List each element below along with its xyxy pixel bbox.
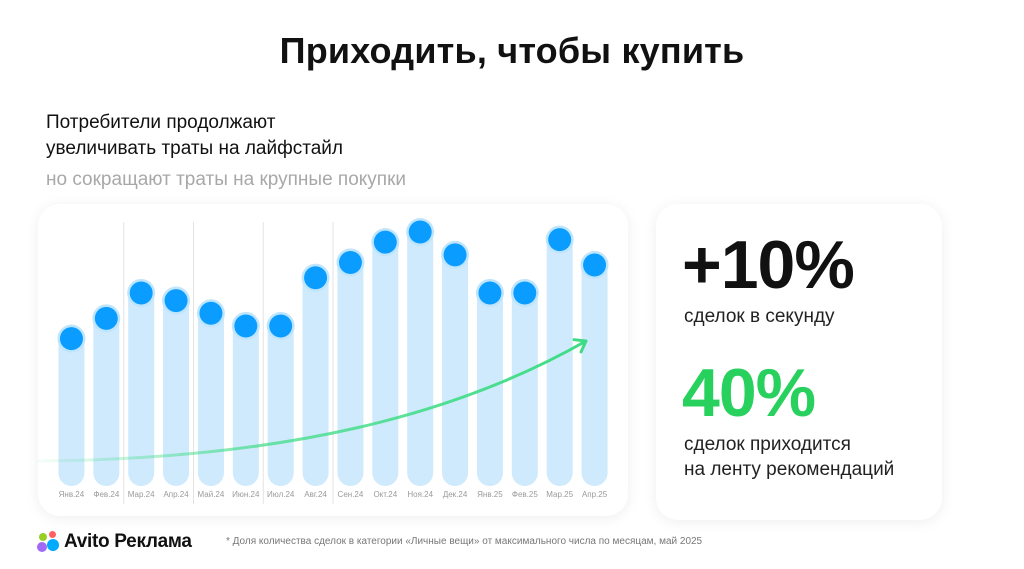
- data-point: [269, 314, 293, 338]
- bar: [163, 286, 190, 486]
- logo-dot: [37, 542, 47, 552]
- subtitle-gray: но сокращают траты на крупные покупки: [46, 169, 407, 190]
- bar: [128, 278, 155, 486]
- feed-share-label-line-2: на ленту рекомендаций: [684, 459, 895, 480]
- x-tick-label: Апр.25: [582, 490, 608, 499]
- bar: [442, 240, 469, 486]
- stats-card: +10% сделок в секунду 40% сделок приходи…: [656, 204, 942, 520]
- deals-per-second-label: сделок в секунду: [684, 306, 835, 327]
- bar: [197, 299, 224, 486]
- bar: [302, 263, 329, 486]
- deals-per-second-value: +10%: [682, 227, 855, 303]
- bar-chart: Янв.24 Фев.24 Мар.24 Апр.24 Май.24 Июн.24 Июл.…: [38, 218, 609, 504]
- trend-arrowhead: [572, 338, 588, 354]
- bar: [581, 251, 608, 486]
- page-title: Приходить, чтобы купить: [279, 30, 745, 71]
- x-tick-label: Фев.25: [512, 490, 538, 499]
- data-point: [408, 220, 432, 244]
- subtitle: Потребители продолжают увеличивать траты…: [46, 110, 566, 162]
- subtitle-line-1: Потребители продолжают: [46, 112, 276, 133]
- x-tick-label: Мар.25: [546, 490, 573, 499]
- data-point: [199, 301, 223, 325]
- logo-dot: [39, 533, 47, 541]
- x-tick-label: Дек.24: [443, 490, 468, 499]
- x-tick-label: Май.24: [198, 490, 225, 499]
- data-point: [129, 281, 153, 305]
- data-point: [548, 228, 572, 252]
- x-tick-label: Янв.25: [477, 490, 503, 499]
- bar: [407, 218, 434, 486]
- data-point: [443, 243, 467, 267]
- x-tick-label: Апр.24: [163, 490, 189, 499]
- data-point: [373, 230, 397, 254]
- data-point: [583, 253, 607, 277]
- data-point: [94, 306, 118, 330]
- data-point: [478, 281, 502, 305]
- logo-dot: [47, 539, 59, 551]
- x-tick-label: Сен.24: [338, 490, 364, 499]
- x-tick-label: Июл.24: [267, 490, 295, 499]
- bar: [58, 324, 85, 486]
- footnote: * Доля количества сделок в категории «Ли…: [226, 536, 703, 547]
- x-tick-label: Окт.24: [373, 490, 397, 499]
- data-point: [59, 327, 83, 351]
- x-tick-label: Ноя.24: [407, 490, 433, 499]
- x-tick-label: Авг.24: [304, 490, 327, 499]
- data-point: [338, 250, 362, 274]
- logo-dot: [49, 531, 56, 538]
- feed-share-label-line-1: сделок приходится: [684, 434, 851, 455]
- bar: [232, 311, 259, 486]
- x-tick-label: Мар.24: [128, 490, 155, 499]
- data-point: [234, 314, 258, 338]
- x-tick-label: Фев.24: [93, 490, 119, 499]
- avito-logo: Avito Реклама: [36, 530, 192, 554]
- bar: [337, 248, 364, 486]
- bar: [476, 278, 503, 486]
- bar: [372, 228, 399, 486]
- feed-share-value: 40%: [682, 355, 816, 431]
- data-point: [513, 281, 537, 305]
- subtitle-line-2: увеличивать траты на лайфстайл: [46, 138, 343, 159]
- bar: [511, 278, 538, 486]
- logo-text: Avito Реклама: [64, 531, 192, 552]
- x-tick-label: Янв.24: [59, 490, 85, 499]
- feed-share-label: сделок приходится на ленту рекомендаций: [684, 432, 934, 482]
- bar: [93, 304, 120, 486]
- data-point: [304, 266, 328, 290]
- avito-logo-icon: [36, 530, 60, 554]
- trend-arrow: [38, 339, 588, 463]
- data-point: [164, 289, 188, 313]
- x-tick-label: Июн.24: [232, 490, 260, 499]
- chart-card: Янв.24 Фев.24 Мар.24 Апр.24 Май.24 Июн.24 Июл.…: [38, 204, 628, 516]
